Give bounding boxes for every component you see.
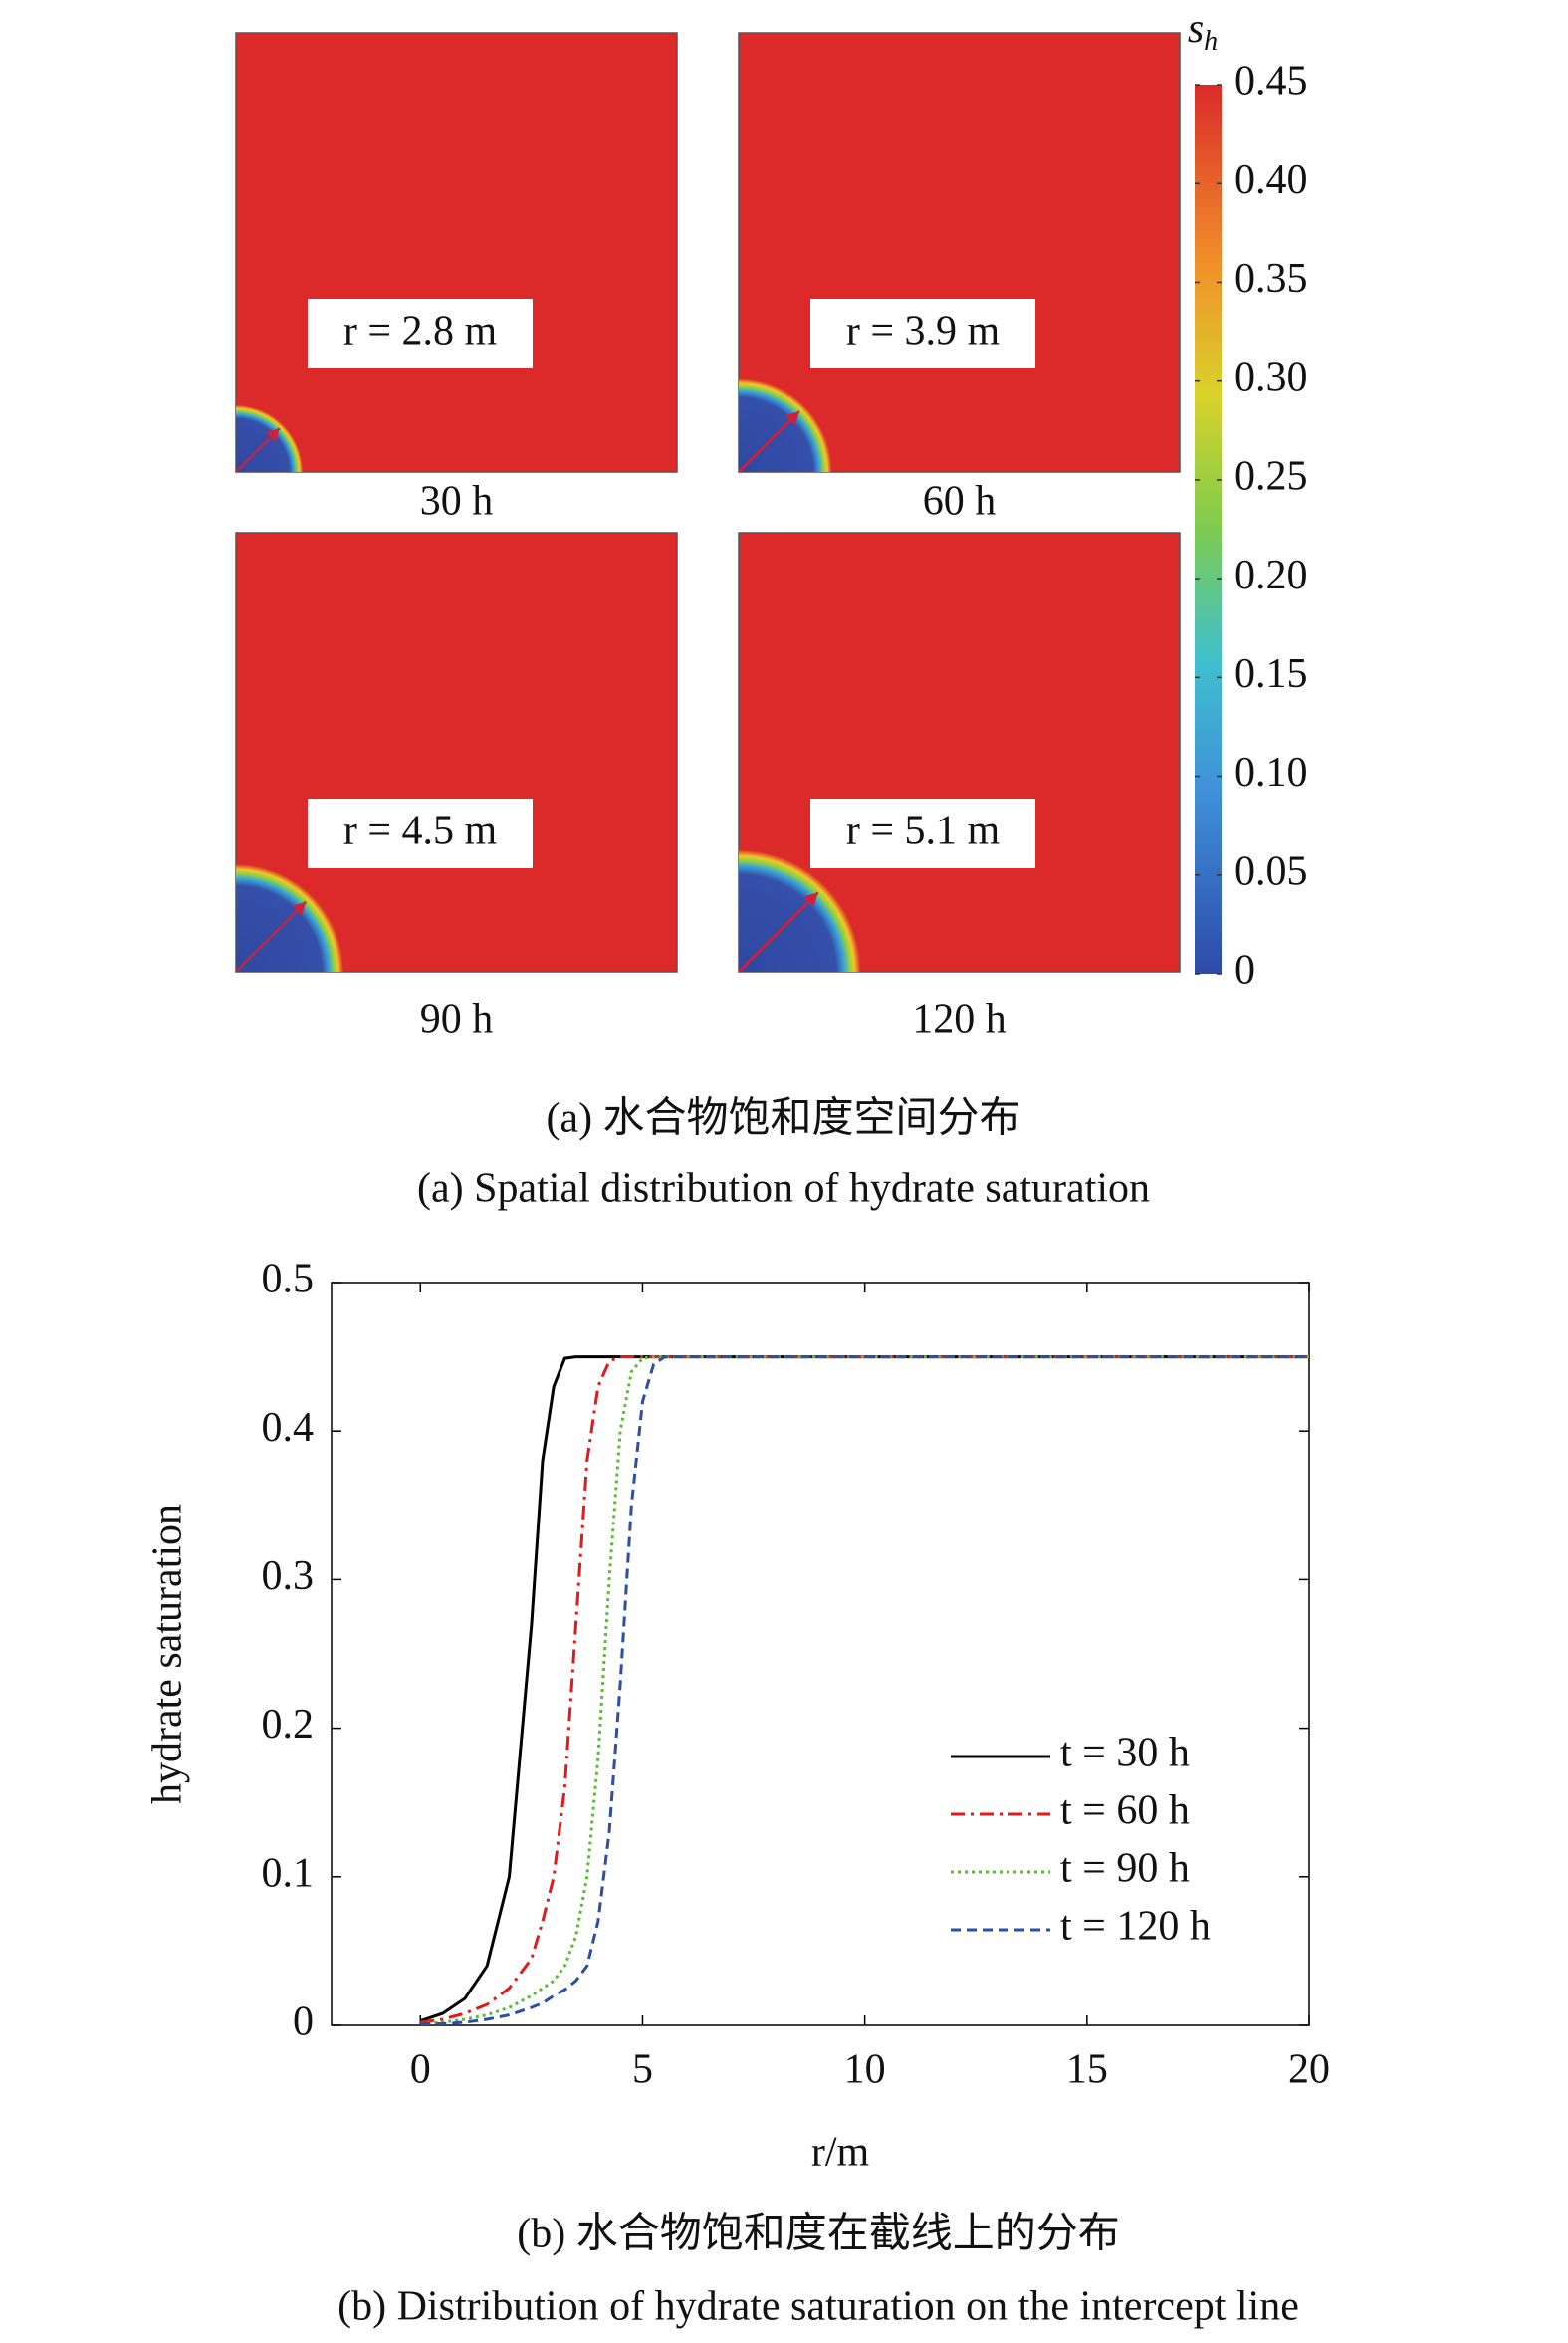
colorbar-tick-label: 0	[1234, 948, 1255, 994]
x-tick-label: 5	[632, 2047, 653, 2093]
line-series	[420, 1355, 1309, 2025]
x-tick-label: 0	[410, 2047, 431, 2093]
annotation: r = 5.1 m	[846, 809, 1001, 854]
arrow-head	[784, 411, 799, 426]
x-tick-label: 10	[844, 2047, 886, 2093]
colorbar-tick-label: 0.40	[1234, 157, 1308, 203]
colorbar-tick-label: 0.45	[1234, 59, 1308, 105]
caption: (a) 水合物饱和度空间分布	[546, 1095, 1020, 1142]
panel-label: 60 h	[923, 479, 997, 525]
colorbar-tick-label: 0.35	[1234, 256, 1308, 302]
panel-label: 30 h	[420, 479, 494, 525]
subcaption: (a) Spatial distribution of hydrate satu…	[417, 1166, 1150, 1212]
arrow-head	[292, 901, 307, 916]
x-axis-label: r/m	[811, 2130, 870, 2176]
annotation-box	[810, 799, 1035, 868]
legend-label: t = 90 h	[1060, 1846, 1190, 1892]
radius-arrow	[738, 410, 800, 473]
subcaption: (b) Distribution of hydrate saturation o…	[337, 2284, 1299, 2330]
colorbar	[1195, 85, 1222, 974]
annotation-box	[308, 299, 533, 368]
x-tick-label: 15	[1066, 2047, 1108, 2093]
plot-frame	[331, 1282, 1310, 2026]
annotation-box	[810, 299, 1035, 368]
caption: (b) 水合物饱和度在截线上的分布	[517, 2212, 1119, 2257]
colorbar-tick-label: 0.30	[1234, 354, 1308, 400]
radius-arrow	[738, 891, 819, 973]
y-axis-label: hydrate saturation	[145, 1504, 191, 1804]
panel-label: 120 h	[912, 997, 1007, 1043]
radius-arrow	[235, 900, 308, 973]
colorbar-subscript: h	[1204, 26, 1218, 57]
annotation-box	[308, 799, 533, 868]
arrow-head	[265, 428, 280, 443]
annotation: r = 3.9 m	[846, 309, 1001, 354]
colorbar-symbol: s	[1188, 6, 1204, 52]
colorbar-tick-label: 0.05	[1234, 848, 1308, 894]
colorbar-title: sh	[1188, 6, 1218, 58]
panel	[738, 32, 1181, 473]
legend-label: t = 120 h	[1060, 1904, 1211, 1950]
y-tick-label: 0.2	[262, 1702, 315, 1748]
legend-label: t = 30 h	[1060, 1731, 1190, 1776]
annotation: r = 4.5 m	[343, 809, 498, 854]
y-tick-label: 0.3	[262, 1553, 315, 1599]
arrow-head	[803, 892, 818, 907]
y-tick-label: 0	[293, 1999, 314, 2045]
colorbar-tick-label: 0.15	[1234, 651, 1308, 697]
colorbar-tick-label: 0.10	[1234, 750, 1308, 796]
y-tick-label: 0.1	[262, 1850, 315, 1896]
legend-label: t = 60 h	[1060, 1788, 1190, 1834]
annotation: r = 2.8 m	[343, 309, 498, 354]
panel-label: 90 h	[420, 997, 494, 1043]
x-tick-label: 20	[1288, 2047, 1330, 2093]
panel	[235, 32, 678, 473]
y-tick-label: 0.5	[262, 1257, 315, 1302]
colorbar-tick-label: 0.25	[1234, 454, 1308, 500]
colorbar-tick-label: 0.20	[1234, 553, 1308, 598]
y-tick-label: 0.4	[262, 1405, 315, 1451]
